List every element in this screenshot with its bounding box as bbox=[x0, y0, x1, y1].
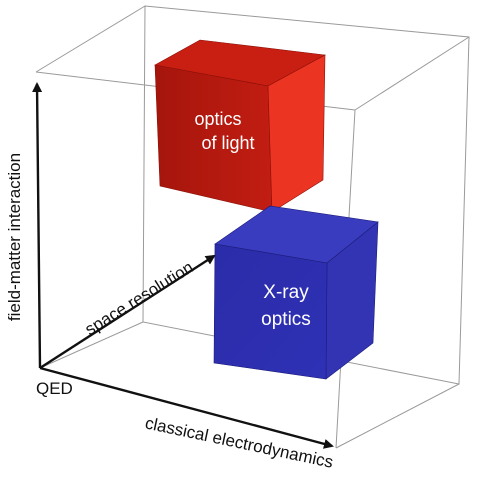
red-box-side bbox=[267, 54, 326, 213]
origin-label: QED bbox=[36, 379, 73, 398]
horizontal-axis-arrow bbox=[39, 366, 334, 449]
vertical-axis-arrow bbox=[32, 82, 43, 369]
depth-axis-label: space resolution bbox=[82, 257, 197, 339]
optics-of-light-box: optics of light bbox=[154, 39, 326, 213]
blue-box-label-line1: X-ray bbox=[263, 282, 309, 303]
cube-edge-top-left bbox=[35, 5, 146, 73]
blue-box-label-line2: optics bbox=[261, 309, 311, 330]
red-box-label-line2: of light bbox=[201, 133, 254, 153]
axes bbox=[32, 82, 334, 449]
cube-edge-bottom-back bbox=[39, 321, 144, 369]
depth-axis-arrow bbox=[39, 254, 216, 370]
blue-box-front bbox=[213, 243, 328, 380]
x-ray-optics-box: X-ray optics bbox=[213, 205, 379, 380]
red-box-label-line1: optics bbox=[194, 109, 241, 129]
vertical-axis-label: field-matter interaction bbox=[5, 153, 24, 321]
cube-edge-bottom-right bbox=[335, 383, 460, 449]
cube-edge-top-right bbox=[354, 36, 470, 111]
